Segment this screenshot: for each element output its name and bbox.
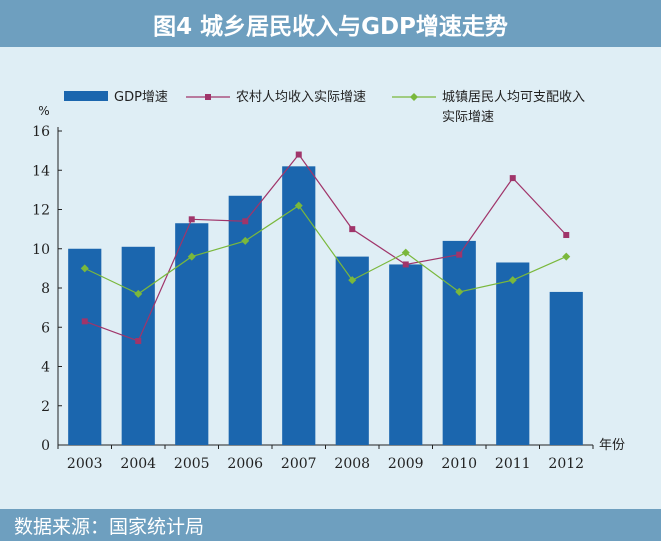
- y-tick-label: 4: [41, 360, 50, 376]
- chart-title: 图4 城乡居民收入与GDP增速走势: [153, 13, 508, 40]
- urban-income-marker: [187, 252, 196, 261]
- gdp-bar: [549, 291, 583, 445]
- rural-income-marker: [563, 232, 570, 239]
- y-tick-label: 8: [41, 281, 50, 297]
- urban-income-line: [84, 204, 567, 295]
- gdp-bar: [335, 256, 369, 445]
- urban-income-marker: [562, 252, 571, 261]
- gdp-bar: [442, 240, 476, 445]
- x-tick-label: 2009: [388, 456, 424, 472]
- legend-rural-label: 农村人均收入实际增速: [236, 90, 366, 105]
- x-tick-label: 2003: [67, 456, 103, 472]
- y-tick-label: 0: [41, 438, 50, 454]
- rural-income-line: [84, 153, 567, 342]
- rural-income-marker: [295, 151, 302, 158]
- x-tick-label: 2008: [334, 456, 370, 472]
- y-tick-label: 16: [32, 124, 50, 140]
- gdp-bar: [68, 248, 102, 445]
- urban-income-marker: [401, 248, 410, 257]
- rural-income-marker: [402, 261, 409, 268]
- urban-income-marker: [348, 276, 357, 285]
- rural-income-marker: [188, 216, 195, 223]
- legend-urban-marker: [410, 93, 418, 101]
- rural-income-marker: [242, 218, 249, 225]
- legend-rural-marker: [205, 94, 211, 100]
- source-bar: 数据来源：国家统计局: [0, 509, 661, 541]
- legend-urban-label-line2: 实际增速: [442, 110, 494, 125]
- rural-income-marker: [456, 251, 463, 258]
- legend-gdp-label: GDP增速: [114, 90, 168, 105]
- x-tick-label: 2006: [227, 456, 263, 472]
- urban-income-marker: [80, 264, 89, 273]
- urban-income-marker: [294, 201, 303, 210]
- x-tick-label: 2011: [495, 456, 531, 472]
- gdp-bar: [496, 262, 530, 445]
- x-tick-label: 2012: [548, 456, 584, 472]
- y-tick-label: 6: [41, 320, 50, 336]
- chart-area: 0 2 4 6 8 10 12 14 16% 2003 2004 2005 2006 2007 2008 20…: [0, 47, 661, 509]
- y-tick-label: 12: [32, 203, 50, 219]
- x-tick-label: 2004: [120, 456, 156, 472]
- y-tick-label: 14: [32, 163, 50, 179]
- urban-income-marker: [134, 289, 143, 298]
- x-tick-label: 2010: [441, 456, 477, 472]
- rural-income-marker: [509, 175, 516, 182]
- x-tick-label: 2007: [281, 456, 317, 472]
- urban-income-marker: [455, 287, 464, 296]
- x-tick-label: 2005: [174, 456, 210, 472]
- y-axis-label: %: [38, 104, 49, 118]
- source-text: 数据来源：国家统计局: [14, 515, 205, 538]
- rural-income-marker: [135, 337, 142, 344]
- x-axis-label: 年份: [599, 438, 625, 453]
- chart-svg: 0 2 4 6 8 10 12 14 16% 2003 2004 2005 2006 2007 2008 20…: [32, 90, 625, 472]
- y-tick-label: 10: [32, 242, 50, 258]
- legend-gdp-swatch: [64, 91, 108, 101]
- gdp-bar: [389, 264, 423, 445]
- legend-urban-label-line1: 城镇居民人均可支配收入: [442, 90, 585, 105]
- gdp-bar: [121, 246, 155, 445]
- chart-title-bar: 图4 城乡居民收入与GDP增速走势: [0, 0, 661, 47]
- rural-income-marker: [349, 226, 356, 233]
- rural-income-marker: [81, 318, 88, 325]
- urban-income-marker: [508, 276, 517, 285]
- urban-income-marker: [241, 236, 250, 245]
- y-tick-label: 2: [41, 399, 50, 415]
